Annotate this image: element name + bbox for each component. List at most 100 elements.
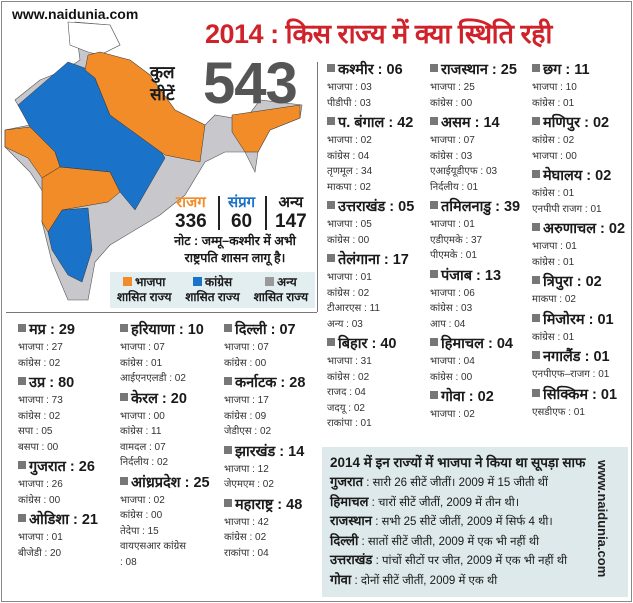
party-result: जेडीएस : 02	[224, 426, 272, 437]
state-column: छग : 11 भाजपा : 10 कांग्रेस : 01 मणिपुर : 0…	[532, 58, 633, 420]
state-name: कर्नाटक	[235, 375, 277, 391]
map-j-and-k	[67, 21, 121, 56]
state-heading: मिजोरम : 01	[532, 311, 633, 330]
party-result: कांग्रेस : 03	[430, 150, 473, 162]
state-heading: हरियाणा : 10	[120, 321, 225, 340]
state-total-seats: 05	[398, 199, 415, 215]
separator: :	[379, 252, 393, 268]
party-result: कांग्रेस : 02	[18, 410, 61, 422]
bullet-icon	[532, 117, 540, 125]
party-result: भाजपा : 03	[327, 82, 372, 93]
party-result: जदयू : 02	[327, 402, 365, 414]
party-result: एनपीएफ–राजग : 01	[532, 369, 610, 380]
legend-bjp: भाजपा शासित राज्य	[117, 275, 172, 308]
legend-sub: शासित राज्य	[116, 290, 172, 304]
state-total-seats: 25	[193, 474, 210, 491]
map-legend: भाजपा शासित राज्य कांग्रेस शासित राज्य अन्…	[110, 272, 315, 308]
alliance-value: 336	[175, 211, 207, 232]
sweep-detail: : सारी 26 सीटें जीतीं। 2009 में 15 जीती …	[363, 477, 549, 489]
separator: :	[45, 375, 59, 391]
sweep-detail: : दोनों सीटें जीतीं, 2009 में एक थी	[351, 574, 498, 587]
state-name: हिमाचल	[441, 336, 484, 352]
site-url-vertical[interactable]: www.naidunia.com	[595, 460, 610, 578]
party-result: भाजपा : 26	[18, 479, 63, 490]
sweep-item: हिमाचल : चारों सीटें जीतीं, 2009 में तीन…	[330, 493, 620, 513]
separator: :	[68, 512, 82, 528]
state-total-seats: 07	[279, 322, 296, 338]
state-block: हरियाणा : 10 भाजपा : 07 कांग्रेस : 01 आईएनए…	[120, 321, 225, 387]
site-url[interactable]: www.naidunia.com	[12, 6, 139, 22]
sweep-state: राजस्थान	[330, 513, 373, 528]
state-name: प. बंगाल	[338, 115, 385, 131]
separator: :	[276, 375, 290, 391]
state-column: मप्र : 29 भाजपा : 27 कांग्रेस : 02 उप्र : 8…	[18, 318, 123, 561]
state-heading: मेघालय : 02	[532, 167, 633, 186]
party-result: भाजपा : 07	[224, 342, 269, 353]
state-block: उत्तराखंड : 05 भाजपा : 05 कांग्रेस : 00	[327, 198, 432, 248]
sweep-detail: : पांचों सीटों पर जीत, 2009 में एक भी नह…	[372, 555, 568, 567]
party-result: कांग्रेस : 00	[224, 357, 267, 369]
bullet-icon	[430, 201, 438, 209]
state-heading: ओडिशा : 21	[18, 511, 123, 530]
state-heading: उत्तराखंड : 05	[327, 198, 432, 217]
party-result: भाजपा : 31	[327, 356, 372, 367]
bullet-icon	[430, 64, 438, 72]
state-block: उप्र : 80 भाजपा : 73 कांग्रेस : 02 सपा : 05…	[18, 374, 123, 455]
sweep-title: 2014 में इन राज्यों में भाजपा ने किया था…	[330, 455, 586, 470]
state-total-seats: 01	[600, 386, 618, 403]
alliance-others: अन्य 147	[275, 193, 307, 231]
state-heading: अरुणाचल : 02	[532, 220, 633, 239]
legend-sub: शासित राज्य	[185, 290, 240, 304]
alliance-value: 60	[230, 211, 253, 232]
map-congress-south	[47, 207, 93, 283]
bullet-icon	[224, 324, 232, 332]
divider	[317, 62, 318, 312]
state-heading: महाराष्ट्र : 48	[224, 496, 329, 515]
total-seats-value: 543	[203, 51, 298, 116]
party-result: भाजपा : 42	[224, 516, 269, 528]
party-result: अन्य : 03	[327, 318, 363, 330]
state-block: कर्नाटक : 28 भाजपा : 17 कांग्रेस : 09 जेडीए…	[224, 374, 329, 440]
state-total-seats: 13	[484, 267, 502, 284]
bullet-icon	[327, 117, 335, 125]
separator: :	[266, 322, 280, 338]
party-result: कांग्रेस : 02	[532, 135, 575, 146]
state-block: बिहार : 40 भाजपा : 31 कांग्रेस : 02 राजद : …	[327, 335, 432, 432]
state-heading: बिहार : 40	[327, 335, 432, 354]
party-result: भाजपा : 06	[430, 287, 475, 299]
separator: :	[384, 115, 398, 131]
state-total-seats: 02	[595, 168, 612, 184]
bullet-icon	[327, 64, 335, 72]
bullet-icon	[532, 313, 540, 322]
bjp-sweep-box: 2014 में इन राज्यों में भाजपा ने किया था…	[322, 447, 628, 597]
party-result: राजद : 04	[327, 387, 366, 398]
bullet-icon	[532, 276, 540, 284]
party-result: कांग्रेस : 01	[532, 97, 575, 109]
party-result: कांग्रेस : 01	[120, 357, 163, 369]
bullet-icon	[430, 338, 438, 346]
state-name: मणिपुर	[543, 115, 581, 131]
bullet-icon	[120, 476, 128, 485]
state-block: झारखंड : 14 भाजपा : 12 जेएमएम : 02	[224, 443, 329, 493]
sweep-item: राजस्थान : सभी 25 सीटें जीतीं, 2009 में …	[330, 512, 620, 532]
party-result: कांग्रेस : 03	[430, 303, 473, 314]
party-result: माकपा : 02	[327, 181, 371, 193]
state-name: अरुणाचल	[543, 221, 597, 237]
state-total-seats: 80	[58, 375, 75, 391]
state-name: मप्र	[29, 322, 46, 338]
party-result: निर्दलीय : 02	[120, 457, 169, 468]
state-name: मेघालय	[543, 168, 583, 184]
state-total-seats: 02	[592, 115, 610, 131]
state-block: छग : 11 भाजपा : 10 कांग्रेस : 01	[532, 61, 633, 111]
state-total-seats: 25	[500, 62, 517, 78]
state-heading: छग : 11	[532, 61, 633, 80]
separator: :	[582, 168, 596, 184]
sweep-state: दिल्ली	[330, 532, 359, 548]
sweep-item: उत्तराखंड : पांचों सीटों पर जीत, 2009 मे…	[330, 551, 620, 571]
state-column: कश्मीर : 06 भाजपा : 03 पीडीपी : 03 प. बंगाल…	[327, 58, 432, 432]
state-block: दिल्ली : 07 भाजपा : 07 कांग्रेस : 00	[224, 321, 329, 371]
separator: :	[180, 474, 194, 491]
state-block: राजस्थान : 25 भाजपा : 25 कांग्रेस : 00	[430, 61, 535, 111]
sweep-item: गुजरात : सारी 26 सीटें जीतीं। 2009 में 1…	[330, 473, 620, 493]
party-result: कांग्रेस : 00	[327, 234, 370, 246]
